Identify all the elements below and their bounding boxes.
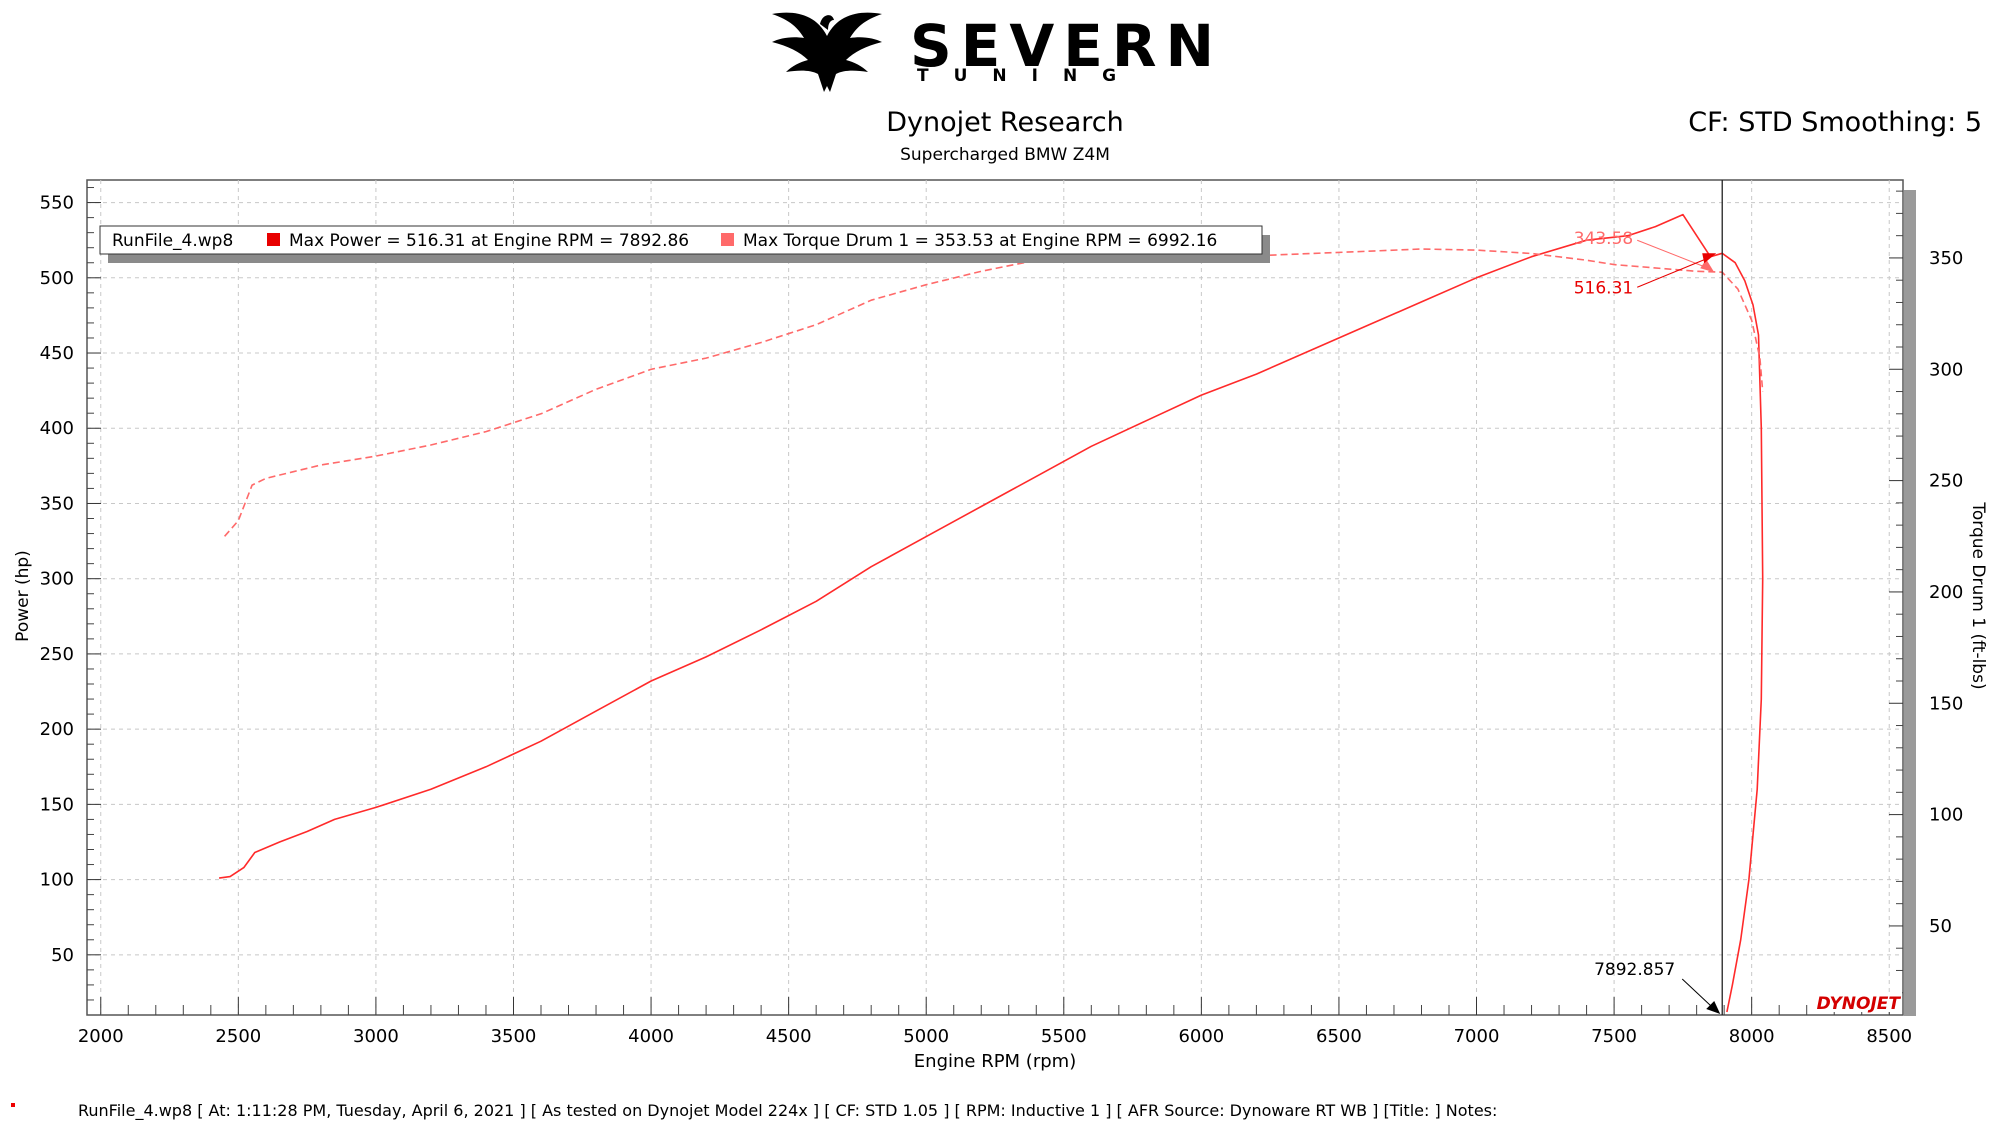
torque-series-line [223, 248, 1764, 537]
brand-name: SEVERN [910, 12, 1224, 80]
legend-file: RunFile_4.wp8 [112, 231, 233, 251]
x-tick-label: 7000 [1454, 1026, 1500, 1047]
chart-title: Dynojet Research [886, 107, 1124, 138]
grid [87, 180, 1903, 1015]
torque-peak-leader [1637, 239, 1709, 269]
x-tick-label: 3500 [491, 1026, 537, 1047]
x-tick-label: 2000 [78, 1026, 124, 1047]
x-tick-label: 2500 [215, 1026, 261, 1047]
power-peak-leader [1637, 256, 1711, 288]
plot-area [86, 179, 1904, 1016]
axis-ticks: 2000 2500 3000 3500 4000 4500 5000 5500 6000 6500… [40, 187, 1963, 1047]
y-tick-label: 550 [40, 193, 74, 214]
severn-tuning-logo: SEVERN TUNING [760, 8, 1260, 96]
power-series-line [218, 213, 1764, 1013]
y-tick-label: 450 [40, 343, 74, 364]
legend-torque-swatch [721, 233, 734, 246]
eagle-icon [772, 12, 882, 92]
y-tick-label: 400 [40, 418, 74, 439]
status-dot [11, 1103, 15, 1107]
y2-tick-label: 200 [1929, 582, 1963, 603]
brand-tagline: TUNING [917, 66, 1142, 86]
x-tick-label: 6500 [1316, 1026, 1362, 1047]
x-axis-label: Engine RPM (rpm) [914, 1051, 1076, 1072]
x-tick-label: 5000 [903, 1026, 949, 1047]
x-tick-label: 5500 [1041, 1026, 1087, 1047]
chart-subtitle: Supercharged BMW Z4M [900, 145, 1110, 165]
y-tick-label: 150 [40, 794, 74, 815]
power-peak-arrow [1702, 253, 1717, 264]
y2-tick-label: 350 [1929, 248, 1963, 269]
rpm-cursor-arrow [1706, 1001, 1721, 1014]
correction-info: CF: STD Smoothing: 5 [1688, 107, 1982, 138]
rpm-cursor-leader [1681, 978, 1715, 1010]
y2-axis-label: Torque Drum 1 (ft-lbs) [1968, 501, 1988, 689]
y-tick-label: 50 [51, 945, 74, 966]
right-axis-strip [1904, 190, 1916, 1016]
y-axis-label: Power (hp) [13, 550, 33, 642]
x-tick-label: 8000 [1729, 1026, 1775, 1047]
rpm-cursor-label: 7892.857 [1594, 960, 1675, 980]
y-tick-label: 300 [40, 569, 74, 590]
y2-tick-label: 100 [1929, 805, 1963, 826]
x-tick-label: 4500 [766, 1026, 812, 1047]
y-tick-label: 500 [40, 268, 74, 289]
run-info-footer: RunFile_4.wp8 [ At: 1:11:28 PM, Tuesday,… [78, 1101, 1498, 1120]
torque-peak-arrow [1700, 259, 1715, 273]
torque-peak-label: 343.58 [1574, 229, 1633, 249]
watermark-text: DYNOJET [1817, 994, 1902, 1014]
y2-tick-label: 50 [1929, 916, 1952, 937]
y-tick-label: 250 [40, 644, 74, 665]
y-tick-label: 100 [40, 870, 74, 891]
legend-power-swatch [267, 233, 280, 246]
legend: RunFile_4.wp8 Max Power = 516.31 at Engi… [99, 225, 1270, 263]
legend-torque-entry: Max Torque Drum 1 = 353.53 at Engine RPM… [743, 231, 1217, 251]
dynojet-watermark: DYNOJET [1808, 992, 1902, 1014]
x-tick-label: 4000 [628, 1026, 674, 1047]
legend-power-entry: Max Power = 516.31 at Engine RPM = 7892.… [289, 231, 689, 251]
y2-tick-label: 250 [1929, 471, 1963, 492]
y2-tick-label: 300 [1929, 359, 1963, 380]
y2-tick-label: 150 [1929, 693, 1963, 714]
y-tick-label: 350 [40, 493, 74, 514]
x-tick-label: 6000 [1178, 1026, 1224, 1047]
series-layer [218, 213, 1764, 1013]
x-tick-label: 3000 [353, 1026, 399, 1047]
annotation-layer: 343.58 516.31 7892.857 [1574, 180, 1723, 1015]
y-tick-label: 200 [40, 719, 74, 740]
power-peak-label: 516.31 [1574, 278, 1633, 298]
x-tick-label: 7500 [1591, 1026, 1637, 1047]
x-tick-label: 8500 [1866, 1026, 1912, 1047]
